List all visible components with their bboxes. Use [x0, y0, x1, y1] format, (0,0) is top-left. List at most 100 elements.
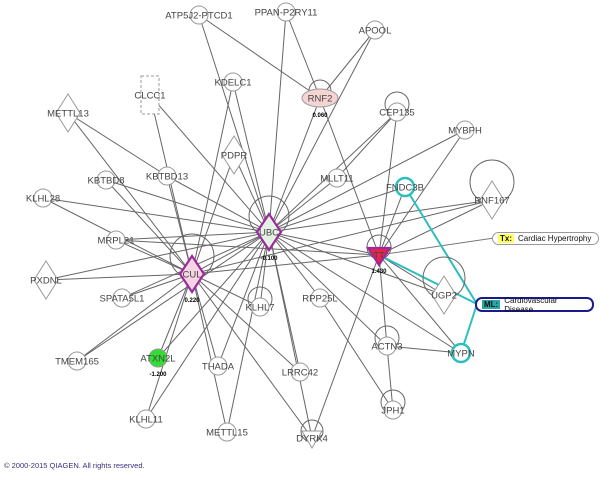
node-dyrk4[interactable]: DYRK4 [296, 419, 328, 449]
edge-cul-tt[interactable] [191, 254, 380, 275]
node-rnf167[interactable]: RNF167 [469, 159, 515, 220]
edge-ubc-actn3[interactable] [268, 231, 388, 347]
node-ppan-p2ry11[interactable]: PPAN-P2RY11 [255, 2, 318, 22]
edge-ubc-tmem165[interactable] [76, 231, 270, 362]
edge-tt-rnf167[interactable] [378, 199, 493, 256]
edge-cul-tmem165[interactable] [76, 273, 193, 362]
edge-cul-kbtbd8[interactable] [105, 179, 193, 275]
edge-ubc-tt[interactable] [268, 231, 380, 256]
edge-tt-dyrk4[interactable] [311, 254, 380, 439]
node-klhl7[interactable]: KLHL7 [245, 286, 275, 317]
node-mettl15[interactable]: METTL15 [206, 422, 248, 442]
node-actn3[interactable]: ACTN3 [371, 325, 403, 356]
node-pxdnl[interactable]: PXDNL [30, 260, 62, 300]
node-mllt11[interactable]: MLLT11 [320, 168, 354, 188]
edge-ubc-atxn2l[interactable] [157, 231, 270, 359]
edge-tt-cep135[interactable] [378, 111, 398, 256]
node-klhl28[interactable]: KLHL28 [26, 188, 60, 208]
annotation-edge-tt-tx[interactable] [378, 237, 495, 256]
node-rpp25l[interactable]: RPP25L [302, 288, 338, 308]
node-mybph[interactable]: MYBPH [448, 120, 482, 140]
edge-ubc-rnf167[interactable] [268, 199, 493, 233]
annotation-edge-tt-ml[interactable] [378, 254, 478, 305]
edge-ubc-mllt11[interactable] [268, 177, 338, 233]
node-klhl11[interactable]: KLHL11 [129, 409, 163, 429]
edge-rnf2-apool[interactable] [319, 29, 376, 99]
edge-ubc-fndc3b[interactable] [268, 186, 406, 233]
edge-cul-spata5l1[interactable] [121, 273, 193, 299]
edge-ubc-cul[interactable] [191, 231, 270, 275]
edge-cul-lrrc42[interactable] [191, 273, 301, 373]
node-apool[interactable]: APOOL [359, 20, 392, 40]
edge-rnf2-atp5j2-ptcd1[interactable] [198, 14, 321, 99]
edge-tt-ugp2[interactable] [378, 254, 445, 296]
node-thada[interactable]: THADA [202, 356, 235, 376]
edge-ubc-kbtbd13[interactable] [166, 175, 270, 233]
edge-ubc-atp5j2-ptcd1[interactable] [198, 14, 270, 233]
edge-tt-mybph[interactable] [378, 129, 466, 256]
edge-tt-mrpl21[interactable] [115, 239, 380, 256]
node-lrrc42[interactable]: LRRC42 [282, 362, 318, 382]
edge-ubc-kdelc1[interactable] [232, 81, 270, 233]
edge-ubc-ppan-p2ry11[interactable] [268, 11, 287, 233]
node-spata5l1[interactable]: SPATA5L1 [100, 288, 145, 308]
node-tmem165[interactable]: TMEM165 [55, 351, 99, 371]
edge-ubc-kbtbd8[interactable] [105, 179, 270, 233]
edge-ubc-dyrk4[interactable] [268, 231, 313, 439]
annotation-edge-fndc3b-ml[interactable] [404, 186, 478, 305]
node-pdpr[interactable]: PDPR [221, 135, 248, 175]
node-atp5j2-ptcd1[interactable]: ATP5J2-PTCD1 [165, 5, 233, 25]
node-jph1[interactable]: JPH1 [380, 389, 406, 420]
edge-ubc-klhl28[interactable] [42, 197, 270, 233]
node-mrpl21[interactable]: MRPL21 [98, 230, 135, 250]
node-mettl13[interactable]: METTL13 [47, 93, 89, 133]
node-kbtbd13[interactable]: KBTBD13 [146, 166, 188, 186]
edge-mllt11-cep135[interactable] [336, 111, 398, 179]
edge-ubc-klhl11[interactable] [145, 231, 270, 420]
edge-tt-rnf2[interactable] [319, 97, 380, 256]
edge-cul-dyrk4[interactable] [191, 273, 313, 439]
edge-actn3-jph1[interactable] [386, 345, 394, 411]
node-tt[interactable]: TT 1.430 [365, 234, 393, 275]
edge-mettl13-kbtbd13[interactable] [67, 112, 168, 177]
node-ugp2[interactable]: UGP2 [422, 256, 466, 315]
node-fndc3b[interactable]: FNDC3B [386, 176, 424, 198]
node-clcc1[interactable]: CLCC1 [134, 75, 166, 115]
edge-cul-mrpl21[interactable] [115, 239, 193, 275]
edge-ubc-rnf2[interactable] [268, 97, 321, 233]
node-atxn2l[interactable]: ATXN2L -1.200 [140, 348, 176, 378]
annotation-cardiovascular-disease[interactable]: ML: Cardiovascular Disease [475, 296, 594, 314]
edge-cul-atxn2l[interactable] [157, 273, 193, 359]
node-cul[interactable]: CUL 0.220 [169, 233, 215, 304]
edge-cul-rnf167[interactable] [191, 199, 493, 275]
edge-cul-klhl11[interactable] [145, 273, 193, 420]
edge-cul-thada[interactable] [191, 273, 219, 367]
edge-cul-pxdnl[interactable] [45, 273, 193, 281]
edge-tt-mypn[interactable] [378, 254, 462, 354]
edge-rpp25l-jph1[interactable] [319, 297, 394, 411]
edge-ubc-clcc1[interactable] [149, 94, 270, 233]
edge-ubc-pdpr[interactable] [233, 154, 270, 233]
edge-actn3-mypn[interactable] [386, 345, 462, 354]
edge-ubc-mettl15[interactable] [226, 231, 270, 433]
edge-tt-actn3[interactable] [378, 254, 388, 347]
edge-tt-fndc3b[interactable] [378, 186, 406, 256]
edge-ubc-apool[interactable] [268, 29, 376, 233]
node-rnf2[interactable]: RNF2 0.060 [301, 79, 339, 119]
edge-ubc-ugp2[interactable] [268, 231, 445, 296]
edge-cul-mettl15[interactable] [191, 273, 228, 433]
node-kdelc1[interactable]: KDELC1 [215, 72, 252, 92]
annotation-cardiac-hypertrophy[interactable]: Tx: Cardiac Hypertrophy [492, 232, 599, 245]
node-cep135[interactable]: CEP135 [379, 91, 415, 122]
edge-cul-pdpr[interactable] [191, 154, 235, 275]
node-kbtbd8[interactable]: KBTBD8 [88, 170, 125, 190]
edge-ubc-mrpl21[interactable] [115, 231, 270, 241]
edge-ubc-rpp25l[interactable] [268, 231, 321, 299]
edge-cul-kdelc1[interactable] [191, 81, 234, 275]
edge-rnf2-ppan-p2ry11[interactable] [285, 11, 321, 99]
node-mypn[interactable]: MYPN [447, 342, 475, 364]
node-ubc[interactable]: UBC -0.100 [248, 195, 290, 262]
edge-ubc-mybph[interactable] [268, 129, 466, 233]
